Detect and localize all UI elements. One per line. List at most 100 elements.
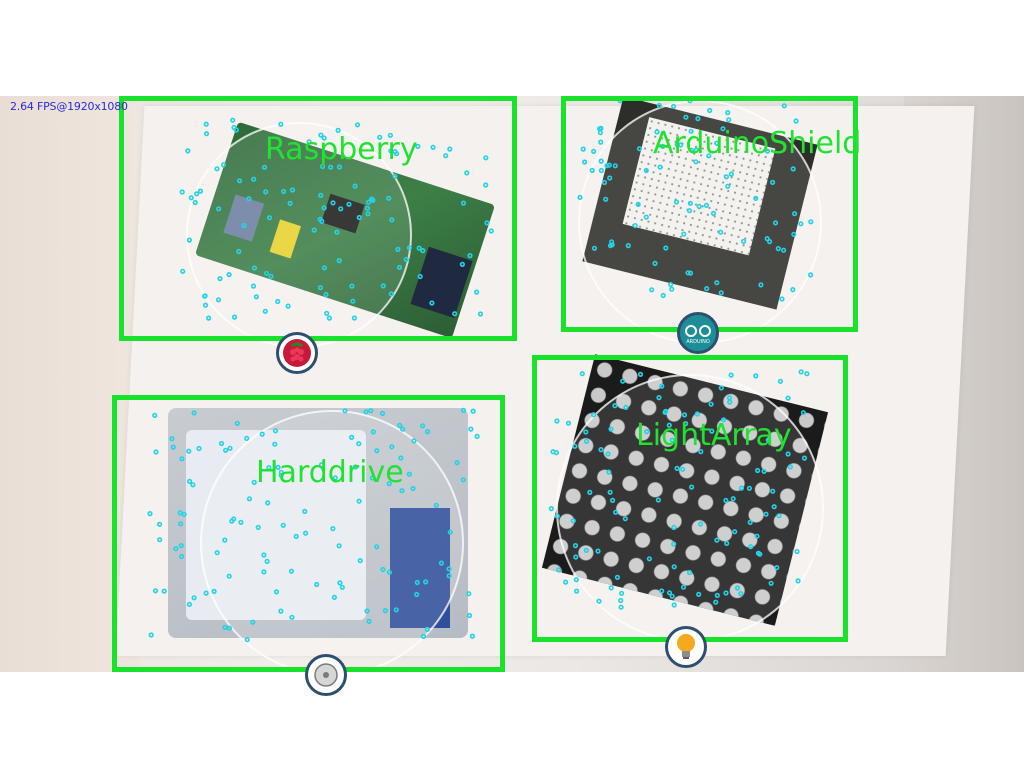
keypoint-marker bbox=[187, 478, 193, 485]
keypoint-marker bbox=[769, 179, 776, 185]
keypoint-marker bbox=[710, 210, 717, 216]
keypoint-marker bbox=[807, 272, 814, 278]
keypoint-marker bbox=[604, 163, 610, 169]
keypoint-marker bbox=[608, 585, 614, 591]
keypoint-marker bbox=[573, 577, 579, 583]
keypoint-marker bbox=[206, 315, 212, 321]
keypoint-marker bbox=[573, 554, 579, 560]
keypoint-marker bbox=[423, 579, 429, 585]
keypoint-marker bbox=[581, 159, 588, 165]
keypoint-marker bbox=[321, 265, 328, 271]
keypoint-marker bbox=[625, 243, 631, 249]
badge-lightarray[interactable] bbox=[665, 626, 707, 668]
keypoint-marker bbox=[659, 588, 665, 594]
keypoint-marker bbox=[226, 272, 232, 278]
keypoint-marker bbox=[446, 573, 452, 579]
keypoint-marker bbox=[669, 437, 675, 443]
keypoint-marker bbox=[562, 579, 569, 585]
keypoint-marker bbox=[572, 443, 578, 449]
keypoint-marker bbox=[190, 482, 196, 488]
keypoint-marker bbox=[324, 310, 330, 317]
keypoint-marker bbox=[364, 205, 371, 211]
keypoint-marker bbox=[623, 404, 629, 411]
keypoint-marker bbox=[740, 238, 747, 244]
keypoint-marker bbox=[202, 302, 209, 308]
keypoint-marker bbox=[261, 552, 267, 558]
keypoint-marker bbox=[598, 158, 604, 164]
keypoint-marker bbox=[790, 287, 796, 293]
keypoint-marker bbox=[153, 449, 159, 455]
keypoint-marker bbox=[703, 202, 710, 208]
keypoint-marker bbox=[392, 173, 398, 179]
keypoint-marker bbox=[386, 195, 392, 201]
keypoint-marker bbox=[632, 223, 638, 229]
keypoint-marker bbox=[397, 422, 403, 428]
keypoint-marker bbox=[808, 219, 814, 225]
keypoint-marker bbox=[192, 199, 198, 206]
keypoint-marker bbox=[669, 286, 675, 292]
keypoint-marker bbox=[222, 537, 228, 543]
keypoint-marker bbox=[666, 422, 672, 428]
keypoint-marker bbox=[331, 594, 338, 601]
badge-raspberry[interactable] bbox=[276, 332, 318, 374]
keypoint-marker bbox=[687, 270, 694, 276]
keypoint-marker bbox=[332, 475, 338, 481]
keypoint-marker bbox=[620, 378, 626, 384]
keypoint-marker bbox=[673, 199, 680, 205]
keypoint-marker bbox=[606, 469, 612, 475]
keypoint-marker bbox=[255, 524, 261, 531]
keypoint-marker bbox=[454, 460, 460, 466]
keypoint-marker bbox=[612, 509, 619, 515]
keypoint-marker bbox=[214, 550, 220, 556]
keypoint-marker bbox=[714, 280, 720, 286]
badge-arduinoshield[interactable]: ARDUINO bbox=[677, 312, 719, 354]
keypoint-marker bbox=[447, 529, 453, 535]
keypoint-marker bbox=[357, 557, 363, 564]
keypoint-marker bbox=[452, 311, 458, 317]
keypoint-marker bbox=[306, 139, 312, 145]
keypoint-marker bbox=[709, 428, 715, 434]
keypoint-marker bbox=[410, 485, 416, 492]
keypoint-marker bbox=[314, 581, 320, 588]
keypoint-marker bbox=[785, 395, 791, 401]
keypoint-marker bbox=[587, 489, 593, 496]
keypoint-marker bbox=[777, 378, 784, 384]
keypoint-marker bbox=[227, 445, 233, 451]
keypoint-marker bbox=[330, 200, 336, 206]
keypoint-marker bbox=[474, 433, 480, 440]
keypoint-marker bbox=[794, 548, 800, 555]
keypoint-marker bbox=[688, 484, 695, 490]
keypoint-marker bbox=[251, 176, 257, 182]
keypoint-marker bbox=[186, 237, 192, 243]
keypoint-marker bbox=[246, 196, 252, 202]
keypoint-marker bbox=[157, 521, 163, 527]
keypoint-marker bbox=[724, 540, 730, 547]
keypoint-marker bbox=[250, 619, 256, 625]
keypoint-marker bbox=[723, 174, 730, 180]
keypoint-marker bbox=[635, 201, 641, 207]
keypoint-marker bbox=[349, 283, 355, 289]
keypoint-marker bbox=[780, 247, 787, 253]
keypoint-marker bbox=[660, 143, 666, 149]
keypoint-marker bbox=[477, 311, 484, 317]
keypoint-marker bbox=[770, 488, 776, 494]
keypoint-marker bbox=[215, 297, 222, 303]
keypoint-marker bbox=[335, 127, 341, 133]
keypoint-marker bbox=[214, 166, 220, 172]
keypoint-marker bbox=[460, 477, 466, 483]
keypoint-marker bbox=[466, 591, 472, 597]
keypoint-marker bbox=[386, 569, 393, 575]
keypoint-marker bbox=[583, 438, 590, 444]
keypoint-marker bbox=[197, 188, 204, 194]
keypoint-marker bbox=[801, 455, 808, 461]
keypoint-marker bbox=[723, 590, 729, 596]
keypoint-marker bbox=[250, 283, 257, 289]
keypoint-marker bbox=[393, 607, 399, 613]
keypoint-marker bbox=[609, 497, 616, 504]
keypoint-marker bbox=[725, 183, 731, 189]
keypoint-marker bbox=[464, 170, 470, 176]
keypoint-marker bbox=[595, 548, 601, 554]
keypoint-marker bbox=[420, 423, 426, 429]
badge-harddrive[interactable] bbox=[305, 654, 347, 696]
keypoint-marker bbox=[649, 287, 655, 293]
